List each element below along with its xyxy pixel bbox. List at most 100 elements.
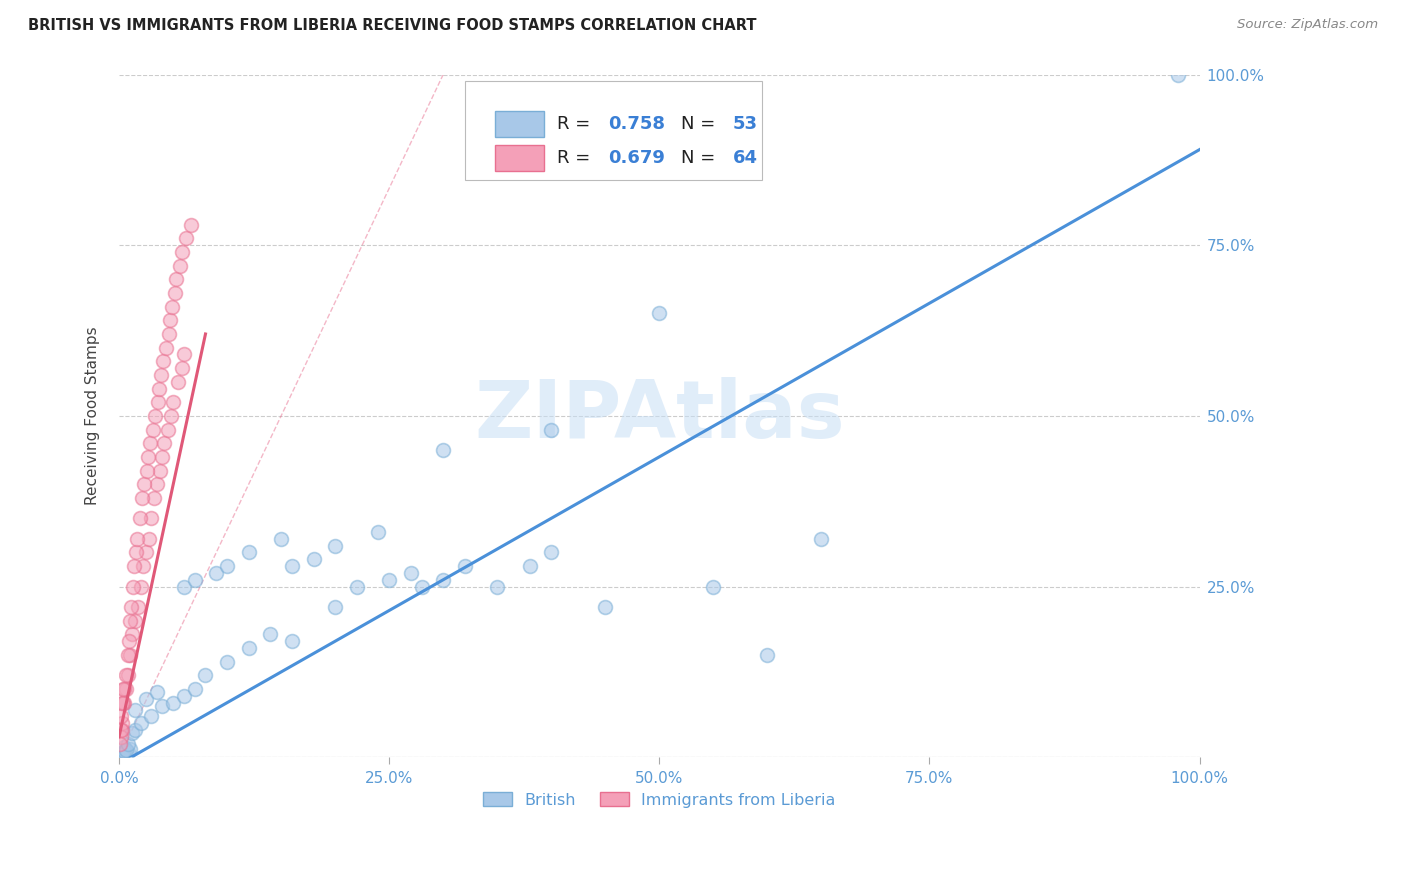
Point [183, 573, 205, 587]
Point [114, 696, 136, 710]
Point [135, 692, 157, 706]
Point [180, 218, 202, 232]
Text: N =: N = [681, 149, 721, 167]
Point [141, 709, 163, 723]
Point [159, 313, 181, 327]
Point [121, 627, 143, 641]
Point [135, 545, 157, 559]
Point [323, 539, 346, 553]
Point [132, 477, 155, 491]
Point [194, 668, 217, 682]
Point [118, 634, 141, 648]
Point [121, 726, 143, 740]
Point [112, 746, 135, 760]
Point [136, 464, 159, 478]
Point [165, 272, 187, 286]
Point [114, 740, 136, 755]
FancyBboxPatch shape [495, 145, 544, 170]
Point [540, 423, 562, 437]
Point [170, 245, 193, 260]
Point [122, 559, 145, 574]
Point [112, 747, 135, 761]
Point [486, 580, 509, 594]
Point [124, 702, 146, 716]
Point [131, 491, 153, 505]
Text: Source: ZipAtlas.com: Source: ZipAtlas.com [1237, 18, 1378, 31]
Point [111, 681, 134, 696]
Text: 0.758: 0.758 [609, 115, 665, 133]
Point [155, 341, 177, 355]
Text: N =: N = [681, 115, 721, 133]
Text: R =: R = [557, 115, 596, 133]
Point [1167, 68, 1189, 82]
Point [114, 681, 136, 696]
Legend: British, Immigrants from Liberia: British, Immigrants from Liberia [477, 786, 842, 814]
Point [124, 614, 146, 628]
Point [160, 409, 183, 423]
Point [142, 491, 165, 505]
Point [150, 450, 173, 464]
Text: 53: 53 [733, 115, 758, 133]
Point [136, 450, 159, 464]
FancyBboxPatch shape [495, 111, 544, 136]
Point [110, 723, 132, 737]
Point [117, 737, 139, 751]
Point [122, 580, 145, 594]
Point [124, 723, 146, 737]
Point [167, 375, 190, 389]
Point [238, 641, 260, 656]
Point [118, 742, 141, 756]
FancyBboxPatch shape [465, 81, 762, 180]
Point [110, 748, 132, 763]
Point [217, 559, 239, 574]
Point [454, 559, 477, 574]
Point [141, 511, 163, 525]
Point [173, 689, 195, 703]
Point [141, 423, 163, 437]
Point [128, 511, 150, 525]
Point [112, 696, 135, 710]
Point [129, 580, 152, 594]
Point [162, 395, 184, 409]
Point [281, 559, 304, 574]
Point [367, 524, 389, 539]
Point [125, 545, 148, 559]
Point [160, 300, 183, 314]
Point [111, 716, 134, 731]
Point [111, 696, 134, 710]
Point [139, 436, 162, 450]
Point [165, 285, 187, 300]
Point [118, 614, 141, 628]
Point [111, 747, 134, 762]
Point [302, 552, 325, 566]
Point [148, 382, 170, 396]
Text: 0.679: 0.679 [609, 149, 665, 167]
Point [108, 737, 131, 751]
Point [114, 681, 136, 696]
Point [120, 600, 142, 615]
Point [174, 231, 197, 245]
Point [157, 326, 180, 341]
Point [152, 354, 174, 368]
Point [170, 361, 193, 376]
Point [149, 464, 172, 478]
Point [150, 368, 173, 382]
Point [173, 580, 195, 594]
Point [117, 648, 139, 662]
Point [756, 648, 779, 662]
Point [593, 600, 616, 615]
Point [173, 347, 195, 361]
Point [146, 395, 169, 409]
Point [378, 573, 401, 587]
Point [110, 709, 132, 723]
Point [259, 627, 281, 641]
Point [281, 634, 304, 648]
Point [540, 545, 562, 559]
Text: R =: R = [557, 149, 596, 167]
Point [162, 696, 184, 710]
Point [323, 600, 346, 615]
Point [810, 532, 832, 546]
Point [432, 443, 454, 458]
Point [346, 580, 368, 594]
Point [238, 545, 260, 559]
